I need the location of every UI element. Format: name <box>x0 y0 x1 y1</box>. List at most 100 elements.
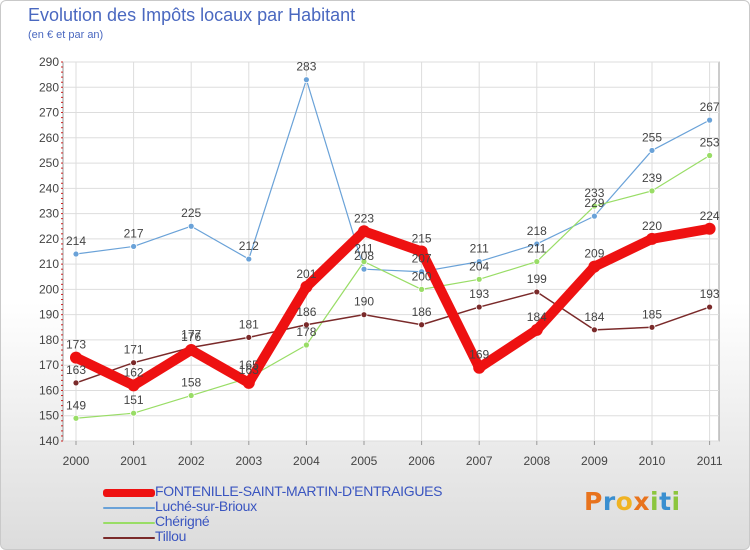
y-tick-label: 180 <box>39 333 59 347</box>
data-point <box>418 268 426 276</box>
y-tick-label: 200 <box>39 282 59 296</box>
data-label: 163 <box>239 363 259 377</box>
x-tick-label: 2001 <box>120 454 147 468</box>
data-label: 209 <box>584 247 604 261</box>
y-tick-label: 140 <box>39 434 59 448</box>
y-tick-label: 260 <box>39 131 59 145</box>
data-label: 223 <box>354 211 374 225</box>
data-label: 190 <box>354 295 374 309</box>
data-label: 212 <box>239 239 259 253</box>
y-tick-label: 290 <box>39 55 59 69</box>
x-tick-label: 2007 <box>466 454 493 468</box>
x-tick-label: 2002 <box>178 454 205 468</box>
data-label: 225 <box>181 206 201 220</box>
logo-letter: o <box>615 487 634 516</box>
chart-title: Evolution des Impôts locaux par Habitant <box>28 5 356 25</box>
logo-letter: r <box>602 487 616 516</box>
data-label: 158 <box>181 376 201 390</box>
data-point <box>127 379 140 392</box>
data-point <box>245 255 253 263</box>
data-label: 178 <box>296 325 316 339</box>
y-tick-label: 250 <box>39 156 59 170</box>
legend-swatch-tillou <box>103 537 155 539</box>
data-label: 239 <box>642 171 662 185</box>
data-label: 165 <box>239 358 259 372</box>
legend-swatch-fontenille <box>103 489 155 497</box>
logo-letter: i <box>650 487 660 516</box>
data-label: 162 <box>124 365 144 379</box>
y-tick-label: 190 <box>39 308 59 322</box>
y-tick-label: 270 <box>39 106 59 120</box>
data-label: 214 <box>66 234 86 248</box>
chart-subtitle: (en € et par an) <box>28 29 104 41</box>
data-label: 185 <box>642 307 662 321</box>
y-tick-label: 170 <box>39 358 59 372</box>
data-point <box>475 303 483 311</box>
data-point <box>533 258 541 266</box>
data-label: 211 <box>470 242 489 256</box>
data-label: 217 <box>124 226 144 240</box>
data-point <box>70 351 82 364</box>
data-label: 267 <box>700 100 720 114</box>
legend-swatch-cherigne <box>103 522 155 524</box>
data-point <box>360 258 368 266</box>
data-label: 208 <box>354 249 374 263</box>
data-label: 186 <box>296 305 316 319</box>
data-point <box>360 265 368 273</box>
data-label: 220 <box>642 219 662 233</box>
data-point <box>475 275 483 283</box>
series-line <box>71 223 715 391</box>
data-label: 200 <box>412 269 432 283</box>
data-label: 169 <box>469 348 489 362</box>
data-point <box>530 323 543 336</box>
data-label: 218 <box>527 224 547 238</box>
data-label: 207 <box>412 252 432 266</box>
data-point <box>706 152 713 159</box>
data-label: 193 <box>700 287 720 301</box>
y-tick-label: 150 <box>39 409 59 423</box>
data-point <box>302 341 310 349</box>
data-point <box>130 409 138 417</box>
legend-label-cherigne: Chérigné <box>155 513 210 529</box>
data-point <box>703 222 716 235</box>
data-label: 255 <box>642 130 662 144</box>
data-point <box>588 260 601 273</box>
y-tick-label: 160 <box>39 383 59 397</box>
logo-letter: i <box>671 487 681 516</box>
y-tick-label: 210 <box>39 257 59 271</box>
data-point <box>533 288 541 296</box>
data-label: 229 <box>584 196 604 210</box>
data-point <box>358 225 370 238</box>
series-line <box>75 154 711 419</box>
logo-letter: x <box>633 487 650 516</box>
x-tick-label: 2010 <box>639 454 666 468</box>
data-label: 163 <box>66 363 86 377</box>
data-label: 211 <box>354 242 373 256</box>
y-tick-label: 240 <box>39 181 59 195</box>
logo-letter: P <box>584 487 603 516</box>
y-tick-label: 280 <box>39 80 59 94</box>
x-tick-label: 2004 <box>293 454 320 468</box>
x-tick-label: 2009 <box>581 454 608 468</box>
data-label: 171 <box>124 343 144 357</box>
data-point <box>648 147 656 154</box>
data-point <box>591 212 598 220</box>
data-point <box>360 311 368 319</box>
data-label: 151 <box>124 393 144 407</box>
data-label: 149 <box>66 398 86 412</box>
legend-swatch-luche <box>103 507 155 509</box>
plot-area <box>62 61 720 442</box>
x-tick-label: 2005 <box>351 454 378 468</box>
y-tick-label: 230 <box>39 207 59 221</box>
series-line <box>75 79 711 273</box>
data-point <box>648 323 656 331</box>
data-label: 184 <box>584 310 604 324</box>
legend-label-luche: Luché-sur-Brioux <box>155 498 257 514</box>
series-line <box>75 291 711 384</box>
data-point <box>415 245 428 258</box>
logo-letter: t <box>659 487 672 516</box>
data-point <box>591 202 598 210</box>
data-point <box>646 232 658 245</box>
data-point <box>72 414 80 422</box>
